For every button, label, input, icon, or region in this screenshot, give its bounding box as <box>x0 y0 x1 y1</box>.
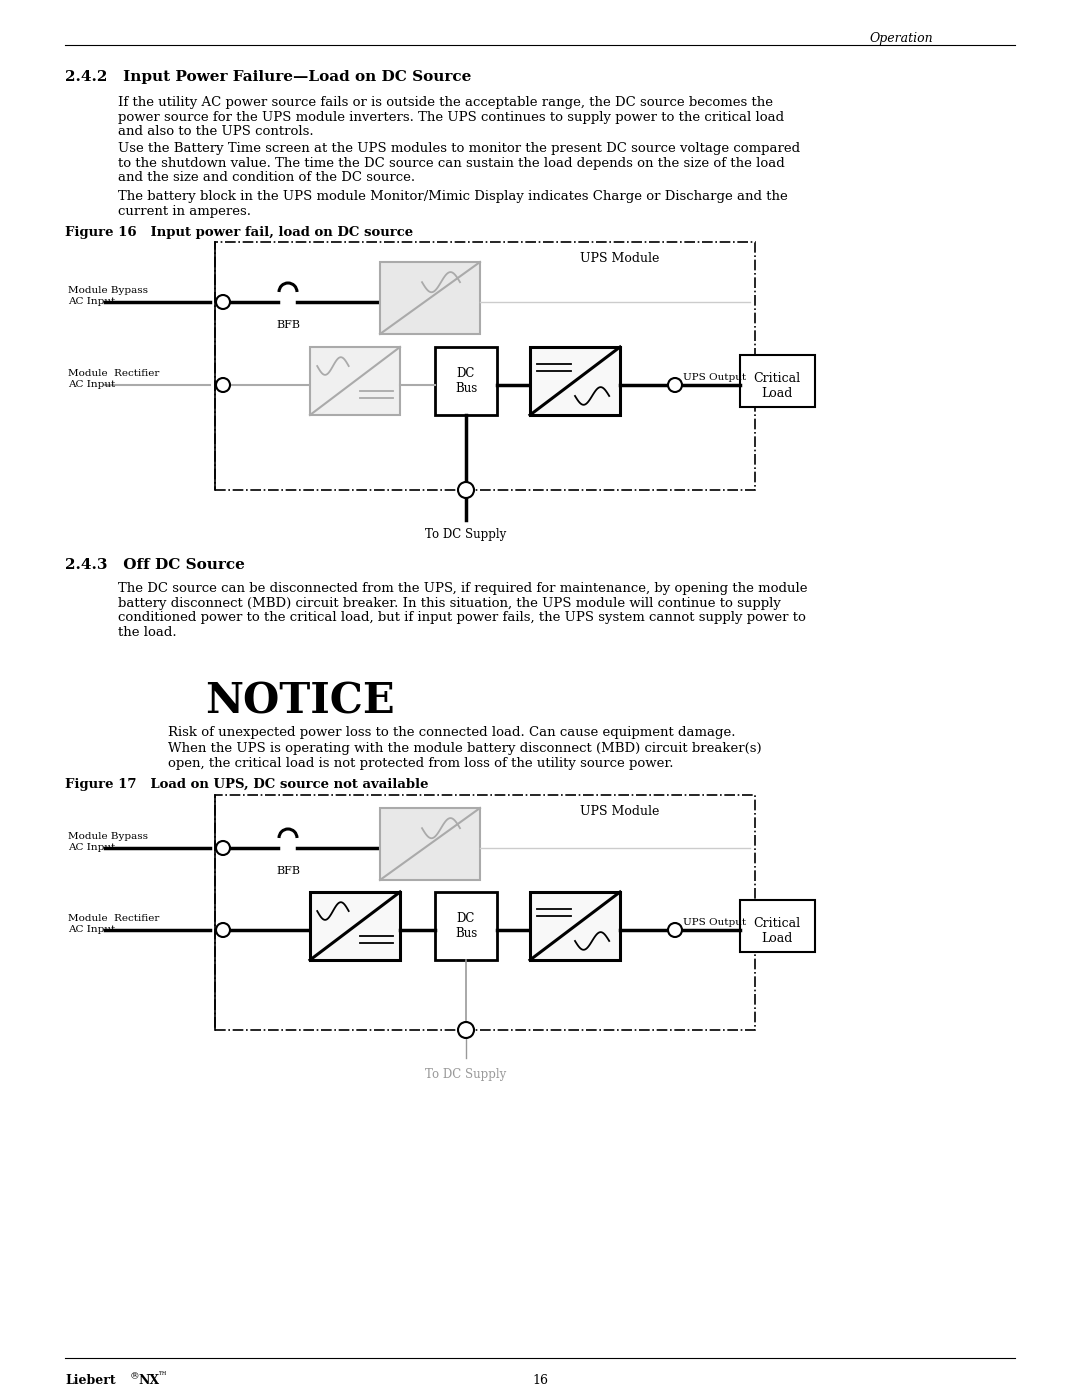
Circle shape <box>216 841 230 855</box>
Text: AC Input: AC Input <box>68 842 116 852</box>
Bar <box>530 346 620 415</box>
Text: If the utility AC power source fails or is outside the acceptable range, the DC : If the utility AC power source fails or … <box>118 96 773 109</box>
Bar <box>435 893 497 960</box>
Bar <box>215 242 755 490</box>
Text: The DC source can be disconnected from the UPS, if required for maintenance, by : The DC source can be disconnected from t… <box>118 583 808 595</box>
Text: DC
Bus: DC Bus <box>455 912 477 940</box>
Text: NX: NX <box>138 1375 159 1387</box>
Text: To DC Supply: To DC Supply <box>426 528 507 541</box>
Bar <box>740 355 815 407</box>
Circle shape <box>216 379 230 393</box>
Text: AC Input: AC Input <box>68 380 116 388</box>
Text: The battery block in the UPS module Monitor/Mimic Display indicates Charge or Di: The battery block in the UPS module Moni… <box>118 190 787 203</box>
Text: AC Input: AC Input <box>68 298 116 306</box>
Text: and the size and condition of the DC source.: and the size and condition of the DC sou… <box>118 170 415 184</box>
Text: ®: ® <box>130 1372 139 1382</box>
Bar <box>740 900 815 951</box>
Text: NOTICE: NOTICE <box>205 680 394 722</box>
Text: UPS Output: UPS Output <box>683 918 746 928</box>
Text: 16: 16 <box>532 1375 548 1387</box>
Circle shape <box>458 1023 474 1038</box>
Text: When the UPS is operating with the module battery disconnect (MBD) circuit break: When the UPS is operating with the modul… <box>168 742 761 754</box>
Text: power source for the UPS module inverters. The UPS continues to supply power to : power source for the UPS module inverter… <box>118 110 784 123</box>
Text: current in amperes.: current in amperes. <box>118 204 251 218</box>
Bar <box>380 807 480 880</box>
Bar <box>380 263 480 334</box>
Bar <box>310 346 400 415</box>
Text: conditioned power to the critical load, but if input power fails, the UPS system: conditioned power to the critical load, … <box>118 610 806 624</box>
Text: and also to the UPS controls.: and also to the UPS controls. <box>118 124 313 138</box>
Text: Figure 16   Input power fail, load on DC source: Figure 16 Input power fail, load on DC s… <box>65 226 414 239</box>
Text: DC
Bus: DC Bus <box>455 367 477 395</box>
Text: 2.4.3   Off DC Source: 2.4.3 Off DC Source <box>65 557 245 571</box>
Text: the load.: the load. <box>118 626 177 638</box>
Circle shape <box>669 379 681 393</box>
Text: UPS Output: UPS Output <box>683 373 746 381</box>
Text: open, the critical load is not protected from loss of the utility source power.: open, the critical load is not protected… <box>168 757 674 770</box>
Text: Module  Rectifier: Module Rectifier <box>68 914 160 923</box>
Text: Critical
Load: Critical Load <box>754 916 800 944</box>
Circle shape <box>216 295 230 309</box>
Bar <box>435 346 497 415</box>
Text: AC Input: AC Input <box>68 925 116 935</box>
Text: ™: ™ <box>158 1372 167 1382</box>
Text: To DC Supply: To DC Supply <box>426 1067 507 1081</box>
Text: Figure 17   Load on UPS, DC source not available: Figure 17 Load on UPS, DC source not ava… <box>65 778 429 791</box>
Text: Risk of unexpected power loss to the connected load. Can cause equipment damage.: Risk of unexpected power loss to the con… <box>168 726 735 739</box>
Text: BFB: BFB <box>276 866 300 876</box>
Text: Module Bypass: Module Bypass <box>68 833 148 841</box>
Text: battery disconnect (MBD) circuit breaker. In this situation, the UPS module will: battery disconnect (MBD) circuit breaker… <box>118 597 781 609</box>
Bar <box>530 893 620 960</box>
Circle shape <box>216 923 230 937</box>
Text: Operation: Operation <box>870 32 933 45</box>
Text: BFB: BFB <box>276 320 300 330</box>
Circle shape <box>669 923 681 937</box>
Circle shape <box>458 482 474 497</box>
Text: to the shutdown value. The time the DC source can sustain the load depends on th: to the shutdown value. The time the DC s… <box>118 156 785 169</box>
Text: 2.4.2   Input Power Failure—Load on DC Source: 2.4.2 Input Power Failure—Load on DC Sou… <box>65 70 471 84</box>
Bar <box>215 795 755 1030</box>
Text: UPS Module: UPS Module <box>580 805 660 819</box>
Text: UPS Module: UPS Module <box>580 251 660 265</box>
Bar <box>310 893 400 960</box>
Text: Use the Battery Time screen at the UPS modules to monitor the present DC source : Use the Battery Time screen at the UPS m… <box>118 142 800 155</box>
Text: Liebert: Liebert <box>65 1375 116 1387</box>
Text: Module  Rectifier: Module Rectifier <box>68 369 160 379</box>
Text: Critical
Load: Critical Load <box>754 372 800 400</box>
Text: Module Bypass: Module Bypass <box>68 286 148 295</box>
